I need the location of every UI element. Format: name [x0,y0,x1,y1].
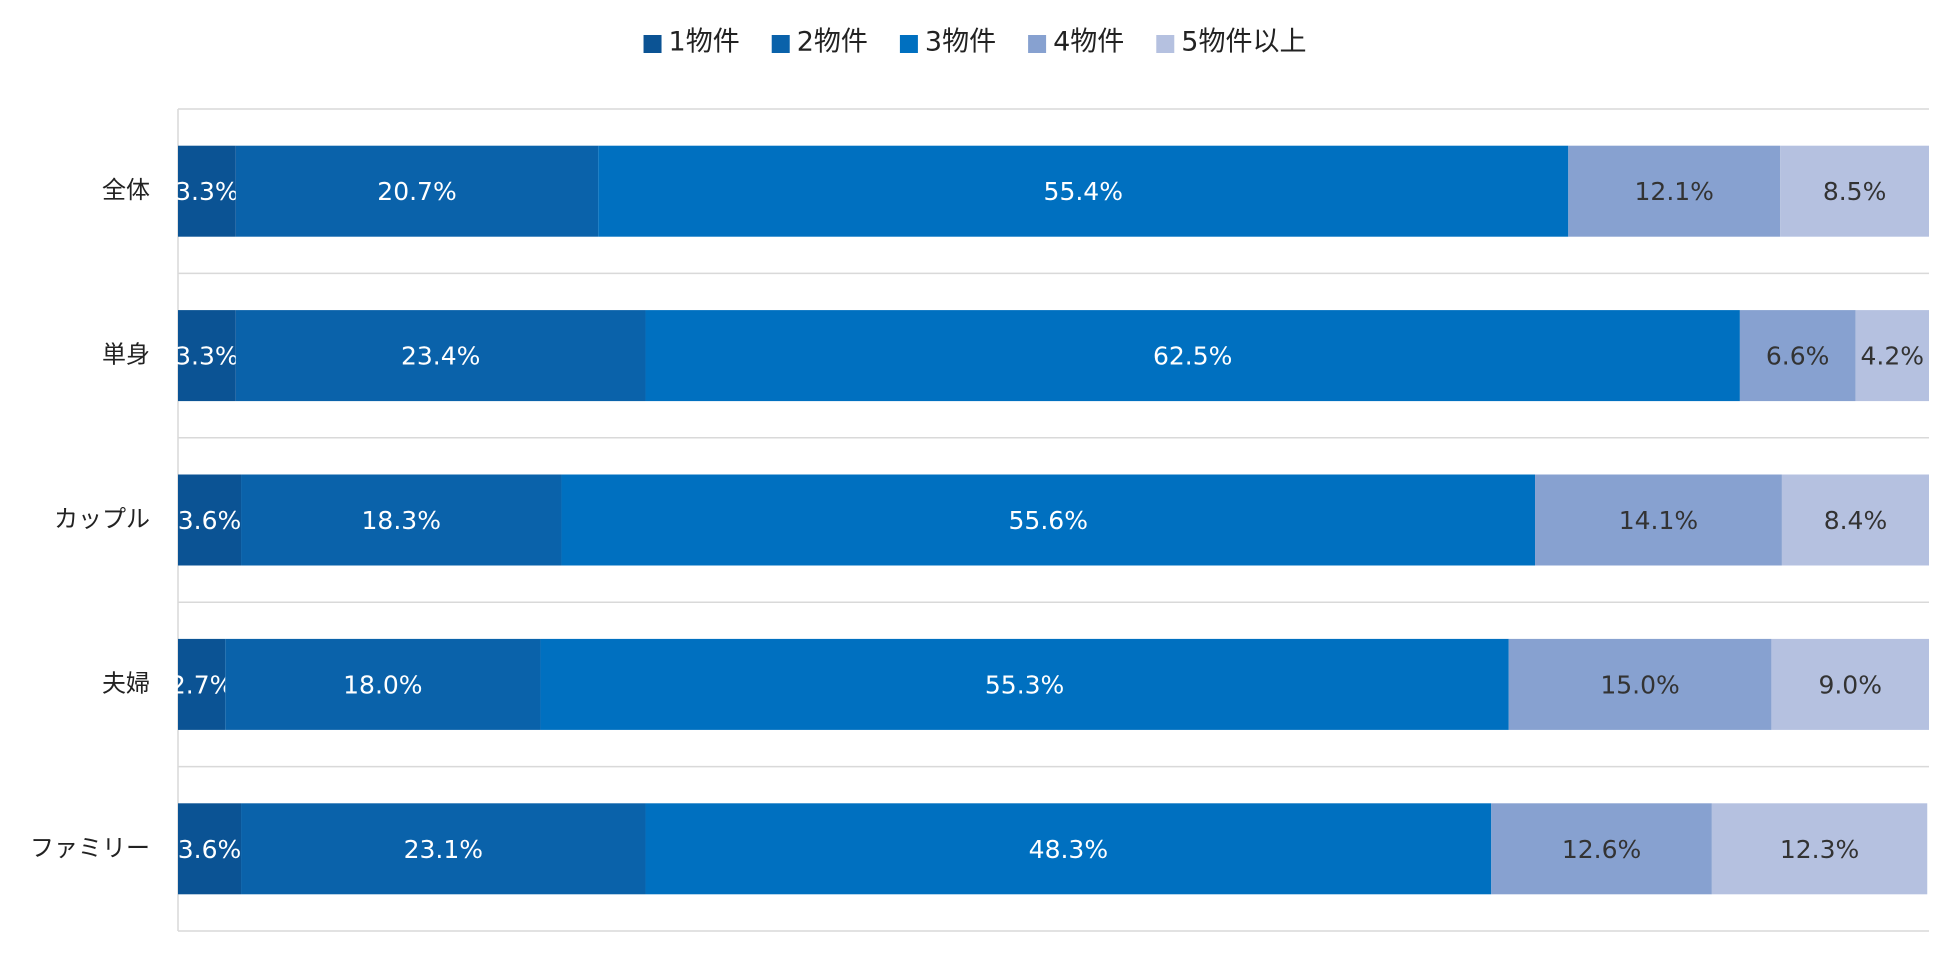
legend: 1物件 2物件 3物件 4物件 5物件以上 [643,27,1306,58]
bar-segment [1739,310,1856,402]
bar-segment [1771,638,1929,730]
value-label: 3.6% [178,506,242,535]
value-label: 55.6% [1009,506,1088,535]
value-label: 62.5% [1153,342,1232,371]
bar-segment [1508,638,1772,730]
bar-segment [178,803,242,895]
bar-segment [1781,474,1929,566]
y-tick-label: 単身 [102,341,150,369]
y-tick-label: 全体 [102,176,150,204]
value-label: 8.4% [1824,506,1888,535]
legend-swatch [643,35,662,53]
bar-segment [235,145,599,237]
value-label: 4.2% [1860,342,1924,371]
value-label: 18.0% [343,670,422,699]
value-label: 48.3% [1029,835,1108,864]
legend-swatch [1028,35,1047,53]
value-label: 20.7% [377,177,456,206]
value-label: 12.6% [1562,835,1641,864]
bar-segment [645,803,1492,895]
value-label: 12.3% [1780,835,1859,864]
bar-segment [1855,310,1929,402]
bar-segment [178,474,242,566]
legend-label: 5物件以上 [1181,27,1306,58]
value-label: 8.5% [1823,177,1887,206]
bar-segment [1491,803,1712,895]
legend-label: 2物件 [797,27,868,58]
value-label: 6.6% [1766,342,1830,371]
bar-segment [235,310,646,402]
value-label: 12.1% [1635,177,1714,206]
value-label: 55.3% [985,670,1064,699]
legend-swatch [899,35,918,53]
value-label: 23.4% [401,342,480,371]
y-tick-label: ファミリー [30,834,150,862]
bar-segment [540,638,1509,730]
value-label: 3.3% [175,342,239,371]
value-label: 9.0% [1818,670,1882,699]
bar-segment [1568,145,1781,237]
bar-segment [178,638,226,730]
legend-swatch [771,35,790,53]
legend-swatch [1156,35,1175,53]
value-label: 18.3% [362,506,441,535]
value-label: 23.1% [404,835,483,864]
value-label: 55.4% [1044,177,1123,206]
bar-segment [645,310,1740,402]
bar-segment [241,474,562,566]
bar-segment [178,145,236,237]
value-label: 15.0% [1600,670,1679,699]
bar-segment [561,474,1536,566]
bar-segment [178,310,236,402]
legend-label: 3物件 [925,27,996,58]
y-tick-label: 夫婦 [102,669,150,697]
bar-segment [1780,145,1929,237]
value-label: 2.7% [170,670,234,699]
legend-label: 4物件 [1053,27,1124,58]
y-tick-label: カップル [54,505,150,533]
bar-segment [598,145,1569,237]
bar-segment [241,803,646,895]
bar-segment [1535,474,1782,566]
value-label: 3.3% [175,177,239,206]
bar-segment [225,638,541,730]
legend-label: 1物件 [669,27,740,58]
value-label: 3.6% [178,835,242,864]
value-label: 14.1% [1619,506,1698,535]
bar-segment [1711,803,1928,895]
